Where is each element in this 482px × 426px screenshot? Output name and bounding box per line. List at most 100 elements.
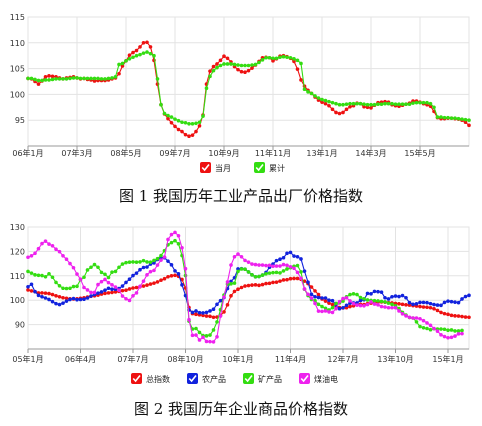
data-point[interactable] xyxy=(47,272,51,276)
data-point[interactable] xyxy=(68,261,72,266)
data-point[interactable] xyxy=(376,299,380,303)
data-point[interactable] xyxy=(295,254,300,259)
data-point[interactable] xyxy=(442,327,447,332)
data-point[interactable] xyxy=(204,314,209,318)
data-point[interactable] xyxy=(236,67,240,72)
data-point[interactable] xyxy=(313,94,317,98)
data-point[interactable] xyxy=(288,55,293,60)
data-point[interactable] xyxy=(208,314,212,319)
data-point[interactable] xyxy=(78,277,83,282)
data-point[interactable] xyxy=(376,289,380,294)
data-point[interactable] xyxy=(358,303,363,308)
data-point[interactable] xyxy=(82,76,86,81)
data-point[interactable] xyxy=(390,302,394,307)
data-point[interactable] xyxy=(229,282,233,286)
data-point[interactable] xyxy=(446,312,450,317)
data-point[interactable] xyxy=(131,260,135,264)
data-point[interactable] xyxy=(36,273,41,278)
data-point[interactable] xyxy=(299,270,303,274)
data-point[interactable] xyxy=(180,283,184,287)
data-point[interactable] xyxy=(141,41,146,45)
data-point[interactable] xyxy=(29,253,34,258)
data-point[interactable] xyxy=(127,277,132,282)
data-point[interactable] xyxy=(103,277,107,282)
data-point[interactable] xyxy=(134,271,139,275)
data-point[interactable] xyxy=(208,74,212,79)
data-point[interactable] xyxy=(43,296,48,300)
data-point[interactable] xyxy=(124,288,128,292)
data-point[interactable] xyxy=(449,335,454,340)
data-point[interactable] xyxy=(43,291,48,295)
data-point[interactable] xyxy=(180,245,184,250)
data-point[interactable] xyxy=(397,302,401,306)
data-point[interactable] xyxy=(414,320,419,324)
data-point[interactable] xyxy=(463,315,468,319)
data-point[interactable] xyxy=(61,286,65,291)
data-point[interactable] xyxy=(362,304,366,308)
data-point[interactable] xyxy=(120,61,125,66)
data-point[interactable] xyxy=(425,300,429,305)
data-point[interactable] xyxy=(460,331,464,336)
data-point[interactable] xyxy=(124,260,128,265)
data-point[interactable] xyxy=(372,302,377,306)
data-point[interactable] xyxy=(299,257,303,261)
data-point[interactable] xyxy=(400,312,405,316)
data-point[interactable] xyxy=(379,102,384,106)
data-point[interactable] xyxy=(208,309,212,313)
data-point[interactable] xyxy=(215,335,219,339)
data-point[interactable] xyxy=(78,297,83,302)
data-point[interactable] xyxy=(225,280,230,284)
data-point[interactable] xyxy=(183,132,188,137)
data-point[interactable] xyxy=(29,282,34,287)
data-point[interactable] xyxy=(257,60,261,65)
data-point[interactable] xyxy=(57,249,62,254)
data-point[interactable] xyxy=(386,305,391,310)
data-point[interactable] xyxy=(330,298,335,303)
data-point[interactable] xyxy=(453,329,457,333)
data-point[interactable] xyxy=(218,58,223,63)
data-point[interactable] xyxy=(138,284,142,289)
data-point[interactable] xyxy=(204,310,209,315)
data-point[interactable] xyxy=(358,298,363,303)
data-point[interactable] xyxy=(169,232,174,237)
data-point[interactable] xyxy=(460,297,464,301)
data-point[interactable] xyxy=(229,62,233,66)
data-point[interactable] xyxy=(348,304,352,309)
data-point[interactable] xyxy=(85,288,90,292)
data-point[interactable] xyxy=(43,239,48,243)
data-point[interactable] xyxy=(96,282,100,287)
data-point[interactable] xyxy=(89,76,93,81)
data-point[interactable] xyxy=(344,102,349,106)
data-point[interactable] xyxy=(211,328,216,332)
data-point[interactable] xyxy=(253,62,258,67)
data-point[interactable] xyxy=(250,63,254,67)
data-point[interactable] xyxy=(390,305,394,310)
data-point[interactable] xyxy=(285,277,289,282)
data-point[interactable] xyxy=(267,281,272,286)
data-point[interactable] xyxy=(292,57,296,61)
data-point[interactable] xyxy=(50,292,55,297)
data-point[interactable] xyxy=(379,299,384,304)
data-point[interactable] xyxy=(348,104,352,109)
data-point[interactable] xyxy=(397,309,401,313)
data-point[interactable] xyxy=(330,107,335,112)
data-point[interactable] xyxy=(439,115,443,119)
data-point[interactable] xyxy=(50,299,55,304)
data-point[interactable] xyxy=(47,242,51,246)
data-point[interactable] xyxy=(435,329,440,333)
data-point[interactable] xyxy=(194,333,198,337)
data-point[interactable] xyxy=(362,296,366,301)
data-point[interactable] xyxy=(113,285,118,289)
data-point[interactable] xyxy=(348,292,352,297)
data-point[interactable] xyxy=(106,275,111,280)
data-point[interactable] xyxy=(127,53,132,57)
data-point[interactable] xyxy=(148,269,153,274)
data-point[interactable] xyxy=(229,294,233,298)
data-point[interactable] xyxy=(71,265,76,270)
data-point[interactable] xyxy=(369,102,373,107)
data-point[interactable] xyxy=(292,254,296,258)
data-point[interactable] xyxy=(295,67,300,71)
data-point[interactable] xyxy=(428,323,433,328)
data-point[interactable] xyxy=(316,295,321,300)
data-point[interactable] xyxy=(432,306,436,311)
